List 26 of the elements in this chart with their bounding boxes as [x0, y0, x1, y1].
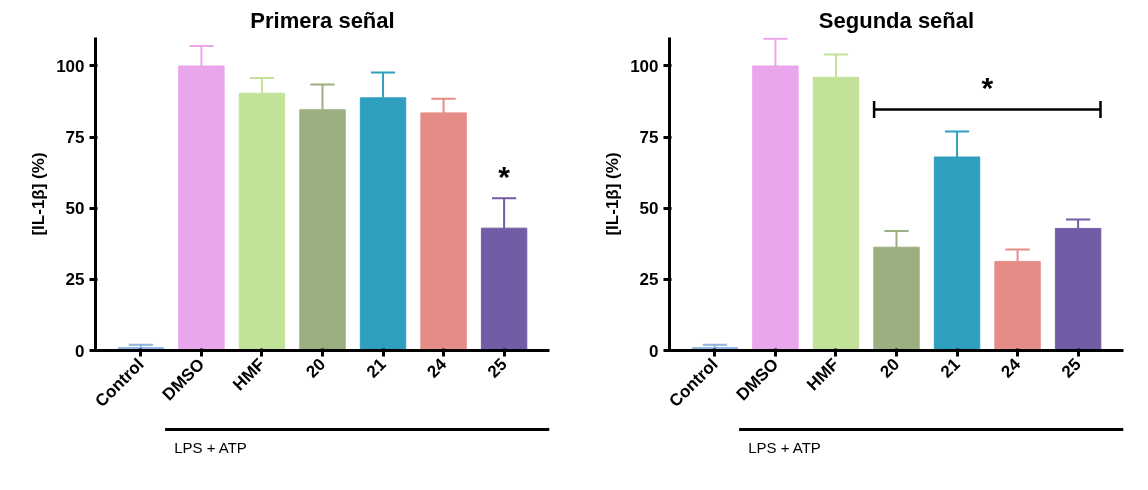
y-tick-label: 0 — [649, 341, 659, 361]
x-tick-label: 25 — [484, 354, 511, 382]
x-tick-label: 24 — [423, 354, 451, 382]
x-tick-label: 24 — [997, 354, 1025, 382]
y-tick-label: 100 — [56, 56, 85, 76]
y-tick-label: 50 — [639, 199, 659, 219]
y-tick-label: 25 — [65, 270, 85, 290]
x-tick-label: 25 — [1058, 354, 1085, 382]
x-tick-label: 21 — [936, 354, 964, 382]
y-tick-label: 50 — [65, 199, 85, 219]
x-tick-label: 20 — [876, 354, 904, 382]
text: LPS + ATP — [174, 439, 247, 456]
chart-title: Primera señal — [250, 7, 395, 33]
y-tick-label: 75 — [639, 128, 659, 148]
annotation: * — [498, 159, 511, 193]
y-tick-label: 75 — [65, 128, 85, 148]
y-tick-label: 100 — [630, 56, 659, 76]
x-tick-label: 21 — [362, 354, 390, 382]
y-tick-label: 0 — [75, 341, 85, 361]
x-tick-label: 20 — [302, 354, 330, 382]
text: LPS + ATP — [748, 439, 821, 456]
y-axis-title: [IL-1β] (%) — [603, 152, 623, 236]
chart-title: Segunda señal — [818, 7, 975, 33]
y-tick-label: 25 — [639, 270, 659, 290]
annotation: * — [981, 70, 994, 104]
y-axis-title: [IL-1β] (%) — [29, 152, 49, 236]
